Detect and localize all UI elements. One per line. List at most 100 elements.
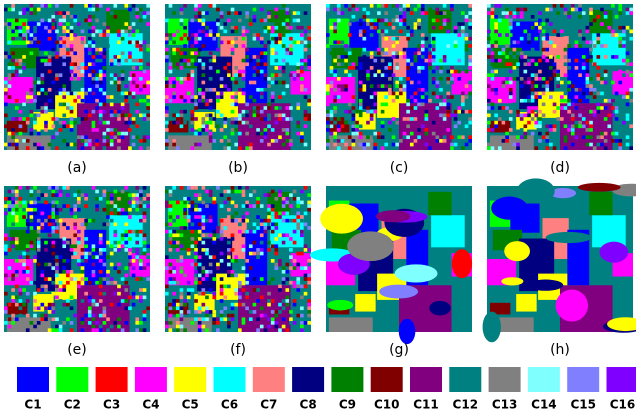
map-noise xyxy=(44,277,48,281)
map-noise xyxy=(530,87,535,92)
map-noise xyxy=(84,218,88,223)
map-noise xyxy=(7,277,12,281)
map-noise xyxy=(289,106,293,110)
map-noise xyxy=(538,120,542,125)
map-noise xyxy=(281,80,286,85)
map-noise xyxy=(33,328,37,332)
map-noise xyxy=(303,113,308,118)
map-noise xyxy=(578,4,582,8)
map-noise xyxy=(102,120,107,125)
map-noise xyxy=(69,18,74,23)
map-noise xyxy=(585,25,590,30)
map-noise xyxy=(259,277,264,281)
map-noise xyxy=(245,306,249,311)
map-noise xyxy=(307,207,311,212)
map-noise xyxy=(395,80,399,85)
map-noise xyxy=(197,87,202,92)
map-noise xyxy=(120,328,125,332)
map-noise xyxy=(267,77,271,81)
map-noise xyxy=(307,313,311,318)
map-noise xyxy=(55,186,59,190)
map-noise xyxy=(581,117,586,121)
map-noise xyxy=(168,240,173,245)
map-noise xyxy=(33,259,37,263)
map-noise xyxy=(399,84,403,88)
map-noise xyxy=(340,87,345,92)
map-noise xyxy=(22,142,26,147)
map-noise xyxy=(124,98,129,103)
map-noise xyxy=(55,211,59,216)
map-noise xyxy=(464,33,469,37)
map-noise xyxy=(124,29,129,34)
map-noise xyxy=(570,131,575,136)
map-noise xyxy=(270,95,275,99)
map-noise xyxy=(168,33,173,37)
map-noise xyxy=(259,295,264,300)
map-noise xyxy=(227,251,231,256)
map-noise xyxy=(165,33,169,37)
map-noise xyxy=(358,124,363,129)
map-noise xyxy=(340,117,345,121)
map-noise xyxy=(4,113,8,118)
map-noise xyxy=(179,36,184,41)
map-noise xyxy=(516,7,520,12)
map-noise xyxy=(402,131,407,136)
map-noise xyxy=(51,240,56,245)
map-noise xyxy=(252,229,257,234)
map-noise xyxy=(197,58,202,63)
map-noise xyxy=(391,51,396,56)
map-noise xyxy=(263,73,268,77)
map-noise xyxy=(51,207,56,212)
map-noise xyxy=(300,251,304,256)
map-noise xyxy=(541,47,546,52)
map-noise xyxy=(245,146,249,150)
map-noise xyxy=(230,189,235,194)
map-noise xyxy=(47,69,52,74)
map-noise xyxy=(351,124,356,129)
map-noise xyxy=(183,33,187,37)
map-noise xyxy=(69,321,74,325)
map-noise xyxy=(267,117,271,121)
map-noise xyxy=(442,18,447,23)
map-noise xyxy=(457,135,462,140)
map-noise xyxy=(40,226,45,230)
map-noise xyxy=(73,142,77,147)
map-noise xyxy=(281,33,286,37)
map-noise xyxy=(285,218,290,223)
map-noise xyxy=(227,87,231,92)
map-noise xyxy=(395,142,399,147)
map-noise xyxy=(230,18,235,23)
map-noise xyxy=(420,44,425,48)
map-noise xyxy=(25,95,30,99)
map-noise xyxy=(505,7,509,12)
map-noise xyxy=(333,69,337,74)
map-noise xyxy=(596,66,601,70)
map-noise xyxy=(212,200,217,205)
map-noise xyxy=(124,186,129,190)
map-noise xyxy=(98,240,103,245)
map-noise xyxy=(241,44,246,48)
map-noise xyxy=(113,222,118,227)
map-noise xyxy=(326,33,330,37)
map-noise xyxy=(168,215,173,219)
map-noise xyxy=(611,4,615,8)
map-noise xyxy=(563,7,568,12)
map-noise xyxy=(388,22,392,26)
map-noise xyxy=(216,124,220,129)
map-noise xyxy=(4,244,8,249)
map-noise xyxy=(362,84,367,88)
map-noise xyxy=(22,36,26,41)
map-noise xyxy=(179,66,184,70)
map-noise xyxy=(512,69,517,74)
map-noise xyxy=(69,106,74,110)
map-noise xyxy=(245,62,249,67)
map-noise xyxy=(618,11,623,15)
map-noise xyxy=(424,128,429,132)
map-noise xyxy=(146,47,150,52)
map-noise xyxy=(139,277,143,281)
map-noise xyxy=(69,277,74,281)
map-noise xyxy=(234,91,238,96)
map-noise xyxy=(98,280,103,285)
map-noise xyxy=(29,131,34,136)
map-noise xyxy=(241,33,246,37)
